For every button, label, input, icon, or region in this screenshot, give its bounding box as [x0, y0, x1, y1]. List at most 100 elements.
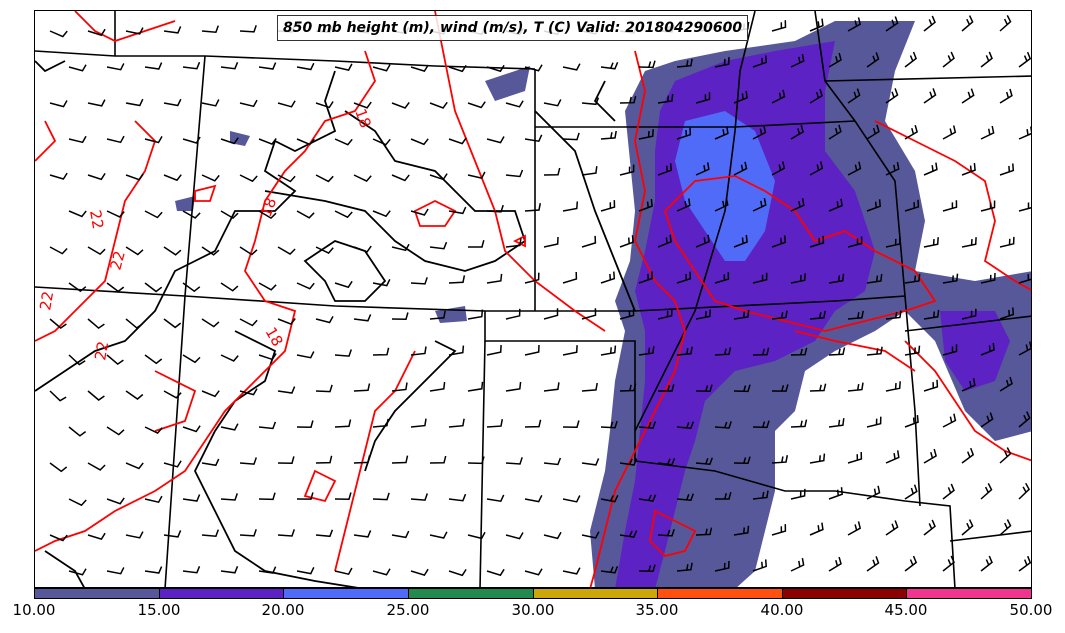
wind-barb-icon: [125, 173, 144, 181]
contour-label-22-d: 22: [91, 340, 112, 362]
wind-barb-icon: [201, 529, 220, 537]
wind-barb-icon: [866, 274, 883, 284]
wind-barb-icon: [543, 457, 562, 466]
wind-barb-icon: [923, 237, 939, 248]
wind-barb-icon: [524, 64, 543, 72]
wind-barb-icon: [562, 271, 578, 284]
wind-barb-icon: [904, 415, 919, 428]
wind-barb-icon: [714, 272, 730, 284]
wind-barb-icon: [448, 418, 465, 428]
wind-barb-icon: [277, 100, 296, 108]
wind-barb-icon: [923, 88, 937, 104]
wind-barb-icon: [923, 309, 940, 320]
wind-barb-icon: [847, 382, 864, 392]
wind-barb-icon: [1018, 274, 1031, 284]
wind-barb-icon: [410, 64, 429, 72]
wind-barb-icon: [904, 274, 921, 284]
wind-barb-icon: [904, 484, 918, 500]
wind-barb-icon: [904, 199, 920, 212]
contour-label-18-north: 18: [351, 106, 374, 130]
wind-barb-icon: [942, 344, 958, 356]
wind-barb-icon: [106, 210, 125, 218]
wind-barb-icon: [87, 28, 106, 37]
wind-barb-icon: [315, 384, 333, 393]
wind-barb-icon: [125, 318, 143, 329]
wind-barb-icon: [619, 458, 638, 466]
wind-barb-icon: [581, 166, 598, 176]
wind-barb-icon: [733, 309, 750, 320]
wind-barb-icon: [410, 277, 428, 285]
wind-barb-icon: [714, 126, 729, 140]
wind-barb-icon: [486, 204, 504, 213]
wind-barb-icon: [220, 566, 239, 574]
wind-15-20-east-region: [940, 311, 1010, 391]
wind-barb-icon: [239, 318, 258, 327]
wind-barb-icon: [790, 124, 804, 140]
wind-barb-icon: [220, 282, 239, 292]
wind-barb-icon: [790, 419, 808, 428]
wind-barb-icon: [68, 135, 87, 144]
wind-barb-icon: [1018, 202, 1031, 212]
wind-barb-icon: [220, 62, 239, 70]
wind-barb-icon: [581, 382, 598, 392]
wind-barb-icon: [771, 524, 787, 536]
wind-barb-icon: [106, 63, 125, 71]
wind-barb-icon: [353, 530, 372, 538]
wind-barb-icon: [961, 519, 974, 536]
wind-barb-icon: [277, 456, 295, 464]
wind-barb-icon: [847, 88, 861, 104]
wind-barb-icon: [163, 530, 182, 538]
wind-barb-icon: [695, 527, 713, 536]
wind-barb-icon: [809, 161, 824, 176]
contour-label-22-a: 22: [86, 209, 107, 231]
wind-barb-icon: [885, 16, 899, 32]
wind-barb-icon: [942, 483, 955, 500]
contour-label-22-c: 22: [36, 290, 57, 312]
colorbar-tick-label: 40.00: [760, 601, 804, 619]
wind-barb-icon: [562, 345, 578, 356]
wind-barb-icon: [999, 88, 1013, 104]
wind-barb-icon: [220, 423, 239, 431]
wind-barb-icon: [752, 197, 767, 212]
wind-barb-icon: [1018, 555, 1031, 572]
wind-barb-icon: [752, 55, 767, 68]
wind-barb-icon: [543, 99, 562, 107]
wind-barb-icon: [201, 25, 220, 33]
wind-barb-icon: [258, 566, 277, 574]
wind-barb-icon: [87, 390, 105, 401]
wind-barb-icon: [182, 494, 201, 502]
colorbar-tick-label: 20.00: [261, 601, 305, 619]
wind-barb-icon: [562, 63, 581, 71]
wind-barb-icon: [543, 236, 559, 248]
wind-barb-icon: [334, 138, 353, 146]
wind-barb-icon: [600, 420, 618, 429]
wind-barb-icon: [220, 137, 239, 145]
wind-barb-icon: [961, 308, 977, 320]
wind-barb-icon: [258, 282, 277, 291]
wind-barb-icon: [353, 101, 372, 109]
wind-barb-icon: [467, 381, 484, 392]
wind-barb-icon: [695, 457, 714, 465]
colorbar-segment-45-50: [907, 589, 1031, 598]
wind-barb-icon: [182, 425, 201, 433]
wind-barb-icon: [391, 174, 410, 182]
wind-barb-icon: [676, 58, 693, 68]
wind-barb-icon: [980, 412, 994, 428]
wind-barb-icon: [866, 199, 881, 212]
wind-barb-icon: [828, 124, 842, 140]
wind-barb-icon: [163, 460, 182, 468]
wind-barb-icon: [885, 520, 899, 536]
wind-barb-icon: [524, 419, 542, 428]
wind-barb-icon: [372, 64, 391, 72]
colorbar-tick-label: 10.00: [12, 601, 56, 619]
wind-barb-icon: [847, 161, 862, 176]
wind-barb-icon: [486, 64, 505, 73]
wind-barb-icon: [600, 494, 619, 503]
wind-barb-icon: [790, 347, 808, 356]
wind-barb-icon: [866, 124, 880, 140]
wind-barb-icon: [391, 455, 409, 464]
wind-barb-icon: [619, 383, 637, 392]
wind-barb-icon: [353, 314, 372, 322]
wind-barb-icon: [657, 234, 672, 248]
wind-barb-icon: [182, 282, 201, 293]
